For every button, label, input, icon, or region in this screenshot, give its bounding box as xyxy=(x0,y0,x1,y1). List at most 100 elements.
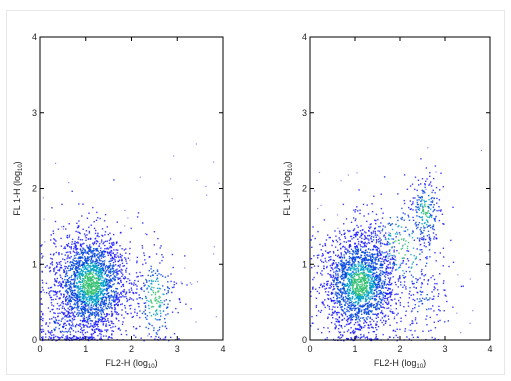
data-point xyxy=(380,252,382,255)
data-point xyxy=(360,289,363,291)
data-point xyxy=(363,259,366,262)
data-point xyxy=(422,239,424,241)
data-point xyxy=(108,251,110,254)
data-point xyxy=(55,272,57,274)
data-point xyxy=(136,285,138,287)
data-point xyxy=(128,282,131,285)
data-point xyxy=(79,265,81,267)
data-point xyxy=(341,283,344,285)
data-point xyxy=(344,304,346,307)
data-point xyxy=(379,249,381,252)
data-point xyxy=(369,305,372,307)
data-point xyxy=(69,303,71,305)
data-point xyxy=(357,315,360,318)
data-point xyxy=(352,329,355,332)
data-point xyxy=(53,312,55,314)
data-point xyxy=(417,179,420,181)
data-point xyxy=(114,296,116,298)
data-point xyxy=(94,317,96,319)
data-point xyxy=(81,274,83,276)
data-point xyxy=(105,307,107,309)
data-point xyxy=(88,295,90,298)
data-point xyxy=(352,291,354,293)
data-point xyxy=(341,264,343,267)
data-point xyxy=(367,290,369,292)
data-point xyxy=(153,313,155,315)
data-point xyxy=(310,325,312,327)
data-point xyxy=(421,203,423,205)
data-point xyxy=(371,295,373,297)
data-point xyxy=(331,308,333,311)
data-point xyxy=(83,317,86,319)
data-point xyxy=(96,282,98,285)
data-point xyxy=(184,267,186,269)
data-point xyxy=(76,241,79,243)
data-point xyxy=(82,253,84,256)
data-point xyxy=(135,292,138,294)
data-point xyxy=(91,336,94,339)
data-point xyxy=(361,263,363,265)
data-point xyxy=(67,267,69,270)
data-point xyxy=(124,225,126,227)
data-point xyxy=(70,297,72,299)
data-point xyxy=(97,271,100,273)
data-point xyxy=(60,331,62,334)
data-point xyxy=(359,212,361,215)
data-point xyxy=(101,239,103,241)
data-point xyxy=(372,286,375,289)
data-point xyxy=(167,303,169,305)
data-point xyxy=(395,303,397,305)
data-point xyxy=(93,330,96,333)
data-point xyxy=(414,223,416,225)
data-point xyxy=(376,303,378,305)
data-point xyxy=(117,260,119,263)
data-point xyxy=(332,306,334,308)
data-point xyxy=(80,305,83,308)
data-point xyxy=(89,238,92,240)
data-point xyxy=(70,300,72,302)
data-point xyxy=(156,270,159,273)
data-point xyxy=(76,297,78,300)
data-point xyxy=(100,257,103,259)
data-point xyxy=(102,250,105,252)
data-point xyxy=(97,315,100,317)
data-point xyxy=(358,299,360,301)
data-point xyxy=(356,245,358,248)
data-point xyxy=(327,304,329,307)
data-point xyxy=(93,275,95,277)
data-point xyxy=(89,276,91,278)
data-point xyxy=(103,270,105,272)
data-point xyxy=(49,290,52,292)
data-point xyxy=(345,301,347,303)
data-point xyxy=(82,313,84,316)
data-point xyxy=(94,266,96,269)
data-point xyxy=(376,294,378,296)
data-point xyxy=(348,304,350,307)
data-point xyxy=(41,286,44,289)
data-point xyxy=(392,311,394,313)
data-point xyxy=(343,287,345,289)
data-point xyxy=(59,330,62,333)
data-point xyxy=(424,201,426,203)
data-point xyxy=(93,266,95,269)
data-point xyxy=(391,299,393,301)
data-point xyxy=(94,256,96,258)
data-point xyxy=(114,299,117,301)
data-point xyxy=(150,299,152,301)
data-point xyxy=(324,306,326,309)
data-point xyxy=(356,257,359,259)
data-point xyxy=(116,221,118,223)
data-point xyxy=(65,324,67,326)
data-point xyxy=(358,292,360,295)
data-point xyxy=(425,219,428,221)
data-point xyxy=(73,315,75,317)
data-point xyxy=(358,308,360,310)
data-point xyxy=(429,175,431,177)
data-point xyxy=(65,330,67,333)
data-point xyxy=(173,333,176,335)
data-point xyxy=(398,299,400,302)
data-point xyxy=(351,300,353,303)
data-point xyxy=(354,279,356,281)
data-point xyxy=(339,304,341,306)
data-point xyxy=(93,281,95,283)
